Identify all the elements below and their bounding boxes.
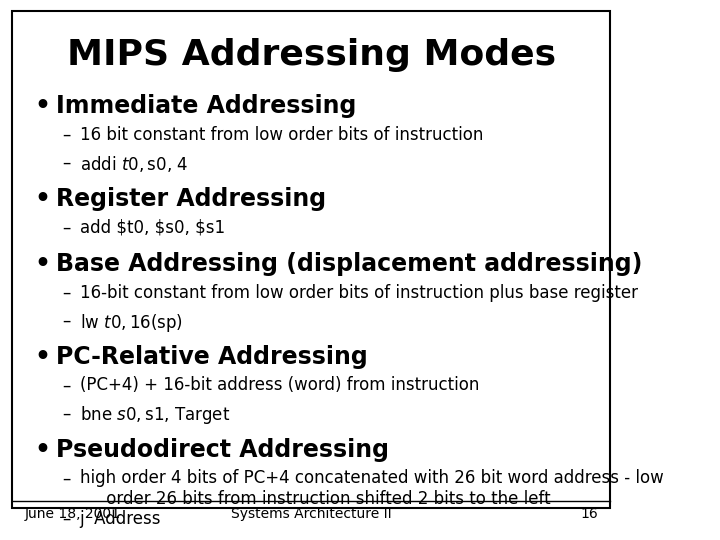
Text: Base Addressing (displacement addressing): Base Addressing (displacement addressing… [56,252,642,276]
Text: add $t0, $s0, $s1: add $t0, $s0, $s1 [80,219,225,237]
Text: high order 4 bits of PC+4 concatenated with 26 bit word address - low
     order: high order 4 bits of PC+4 concatenated w… [80,469,663,508]
Text: •: • [35,252,50,276]
Text: addi $t0, $s0, 4: addi $t0, $s0, 4 [80,154,188,174]
FancyBboxPatch shape [12,11,611,508]
Text: 16 bit constant from low order bits of instruction: 16 bit constant from low order bits of i… [80,126,483,144]
Text: –: – [63,284,71,301]
Text: –: – [63,510,71,528]
Text: Immediate Addressing: Immediate Addressing [56,94,356,118]
Text: –: – [63,219,71,237]
Text: PC-Relative Addressing: PC-Relative Addressing [56,345,368,369]
Text: •: • [35,438,50,462]
Text: –: – [63,312,71,329]
Text: (PC+4) + 16-bit address (word) from instruction: (PC+4) + 16-bit address (word) from inst… [80,376,479,394]
Text: •: • [35,94,50,118]
Text: bne $s0, $s1, Target: bne $s0, $s1, Target [80,404,230,427]
Text: •: • [35,187,50,211]
Text: 16: 16 [580,507,598,521]
Text: –: – [63,376,71,394]
Text: MIPS Addressing Modes: MIPS Addressing Modes [67,38,556,72]
Text: –: – [63,154,71,172]
Text: –: – [63,126,71,144]
Text: Pseudodirect Addressing: Pseudodirect Addressing [56,438,389,462]
Text: lw $t0, 16($sp): lw $t0, 16($sp) [80,312,183,334]
Text: Register Addressing: Register Addressing [56,187,326,211]
Text: •: • [35,345,50,369]
Text: Systems Architecture II: Systems Architecture II [231,507,392,521]
Text: –: – [63,404,71,422]
Text: 16-bit constant from low order bits of instruction plus base register: 16-bit constant from low order bits of i… [80,284,638,301]
Text: j  Address: j Address [80,510,161,528]
Text: –: – [63,469,71,487]
Text: June 18, 2001: June 18, 2001 [25,507,121,521]
